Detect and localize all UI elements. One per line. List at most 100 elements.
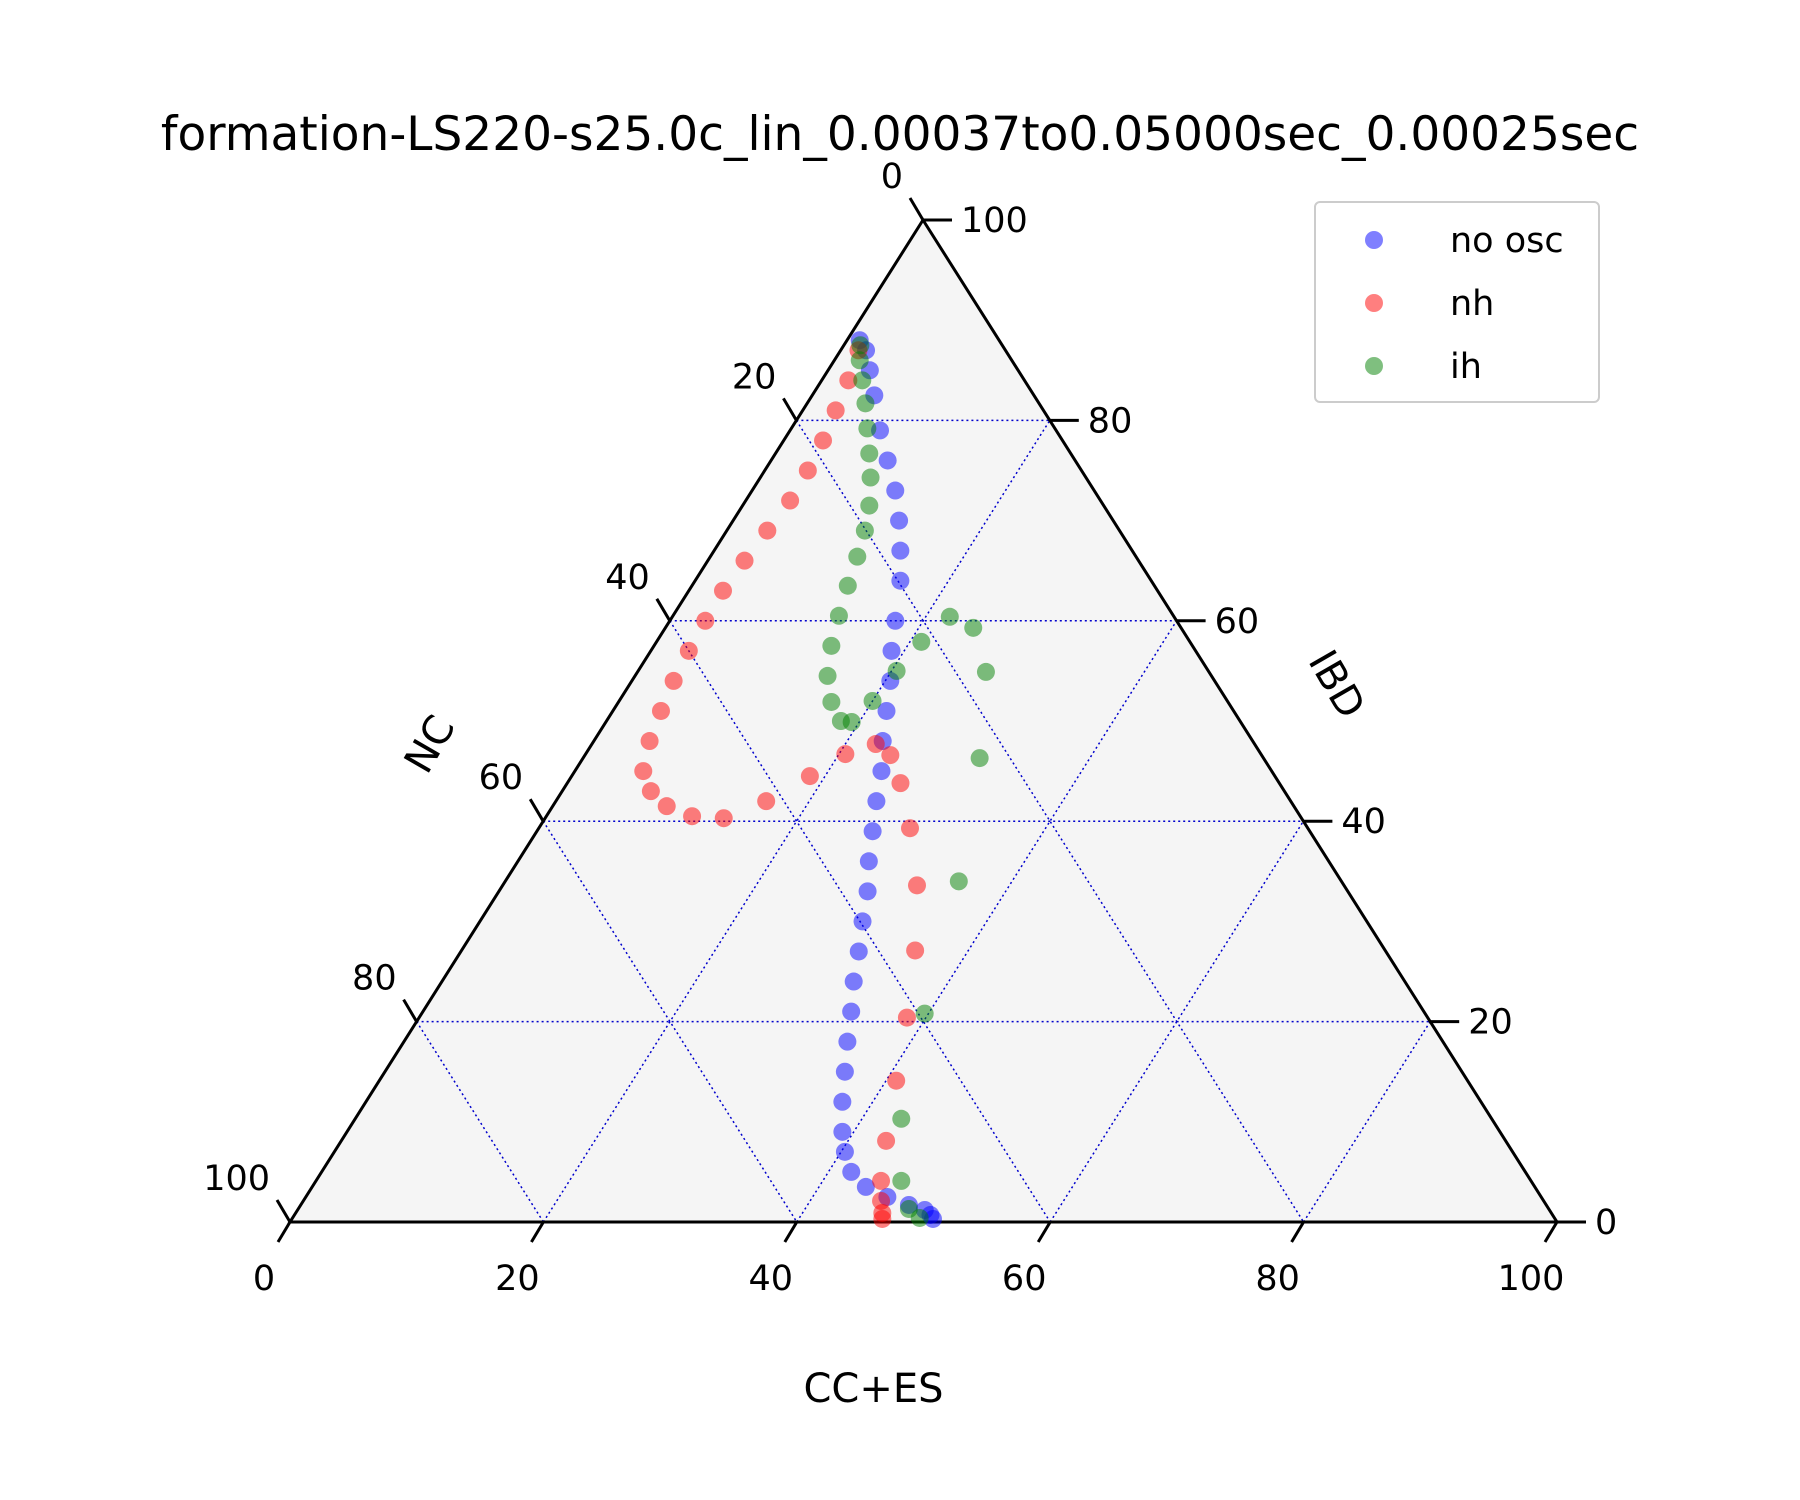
left-tick-label: 80 [352, 959, 397, 999]
right-tick-label: 0 [1595, 1203, 1617, 1243]
left-tick [275, 1199, 292, 1223]
data-point [901, 819, 919, 838]
data-point [906, 941, 925, 960]
data-point [679, 641, 698, 660]
data-point [781, 491, 800, 510]
bottom-tick-label: 100 [1498, 1259, 1565, 1299]
data-point [758, 521, 777, 540]
bottom-tick [530, 1221, 545, 1243]
data-point [839, 371, 858, 390]
data-point [842, 1162, 861, 1181]
data-point [853, 371, 872, 390]
data-point [735, 551, 754, 570]
right-tick-label: 80 [1088, 401, 1133, 441]
data-point [881, 746, 900, 765]
data-point [757, 792, 776, 811]
data-point [814, 431, 833, 450]
data-point [822, 692, 841, 711]
data-point [664, 671, 683, 690]
right-tick-label: 100 [961, 201, 1028, 241]
left-tick [655, 598, 672, 622]
left-tick [908, 197, 925, 221]
data-point [641, 782, 660, 801]
data-points [634, 331, 995, 1228]
data-point [826, 401, 845, 420]
data-point [714, 809, 733, 828]
series-no-osc [833, 331, 943, 1228]
right-axis-label: IBD [1299, 643, 1374, 727]
data-point [835, 1062, 854, 1081]
bottom-tick-label: 60 [1002, 1259, 1047, 1299]
bottom-tick-label: 20 [495, 1259, 540, 1299]
left-tick-label: 20 [732, 357, 777, 397]
data-point [842, 713, 861, 732]
data-point [835, 1142, 854, 1161]
series-ih [818, 336, 995, 1227]
gridline [796, 620, 1178, 1223]
data-point [640, 732, 659, 751]
data-point [651, 701, 670, 720]
data-point [872, 1171, 891, 1190]
data-point [910, 1208, 929, 1227]
data-point [849, 942, 868, 961]
data-point [858, 419, 877, 438]
data-point [891, 774, 910, 793]
legend-box [1314, 201, 1600, 403]
data-point [798, 461, 817, 480]
gridline [795, 419, 1305, 1223]
data-point [890, 511, 909, 530]
bottom-tick-label: 0 [253, 1259, 275, 1299]
data-point [856, 394, 875, 413]
left-tick-label: 40 [605, 558, 650, 598]
data-point [838, 1032, 857, 1051]
bottom-tick [1036, 1221, 1052, 1243]
bottom-tick [1543, 1221, 1559, 1243]
legend-label: nh [1450, 284, 1494, 324]
data-point [657, 797, 676, 816]
data-point [836, 745, 855, 764]
legend-label: ih [1450, 347, 1482, 387]
legend-marker [1365, 231, 1383, 249]
data-point [891, 571, 910, 590]
data-point [634, 762, 653, 781]
data-point [848, 547, 867, 566]
data-point [887, 1071, 906, 1090]
data-point [860, 496, 879, 515]
data-point [891, 541, 910, 560]
legend-marker [1365, 357, 1383, 375]
data-point [907, 876, 926, 895]
chart-title: formation-LS220-s25.0c_lin_0.00037to0.05… [161, 107, 1639, 162]
data-point [861, 468, 880, 487]
left-tick [782, 397, 798, 422]
gridline [542, 419, 1051, 1223]
data-point [856, 1177, 875, 1196]
data-point [873, 1209, 892, 1228]
data-point [872, 762, 891, 781]
data-point [892, 1171, 911, 1190]
data-point [855, 521, 874, 540]
data-point [844, 972, 863, 991]
data-point [940, 607, 959, 626]
data-point [877, 701, 896, 720]
data-point [859, 852, 878, 871]
bottom-axis-label: CC+ES [803, 1366, 943, 1412]
bottom-tick [783, 1221, 799, 1243]
data-point [860, 444, 879, 463]
bottom-tick-label: 80 [1255, 1259, 1300, 1299]
data-point [822, 636, 841, 655]
data-point [818, 666, 837, 685]
right-tick-label: 40 [1341, 802, 1386, 842]
left-axis-label: NC [396, 708, 465, 781]
axis-ticks: 0 20 40 60 80 100 0 20 40 60 80 100 0 20 40 60 80 100 [203, 157, 1617, 1299]
data-point [892, 1109, 911, 1128]
data-point [850, 351, 869, 370]
legend: no osc nh ih [1314, 201, 1600, 403]
data-point [866, 735, 885, 754]
left-tick-label: 100 [203, 1159, 270, 1199]
data-point [696, 611, 715, 630]
data-point [886, 481, 905, 500]
series-nh [634, 341, 926, 1228]
legend-label: no osc [1450, 221, 1564, 261]
data-point [838, 576, 857, 595]
right-tick-label: 60 [1215, 602, 1260, 642]
